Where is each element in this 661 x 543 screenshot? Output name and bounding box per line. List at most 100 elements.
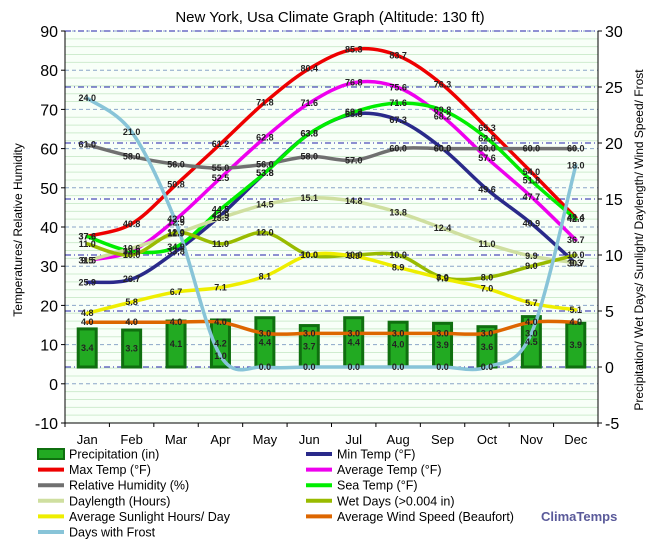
precipitation-bar: [209, 318, 231, 369]
data-label: 55.0: [212, 163, 230, 173]
data-label: 56.0: [167, 159, 185, 169]
y-left-tick-label: 80: [40, 63, 58, 80]
data-label: 33.8: [123, 246, 141, 256]
x-tick-label: Feb: [120, 432, 142, 447]
y-left-tick-label: 30: [40, 259, 58, 276]
y-left-tick-label: 50: [40, 181, 58, 198]
x-tick-label: Aug: [387, 432, 410, 447]
data-label: 40.8: [123, 219, 141, 229]
data-label: 42.4: [567, 213, 585, 223]
data-label: 53.8: [256, 168, 274, 178]
data-label: 85.3: [345, 44, 363, 54]
legend-label-relative-humidity: Relative Humidity (%): [69, 479, 189, 493]
data-label: 11.0: [79, 239, 96, 249]
data-label: 0.0: [303, 362, 316, 372]
y-right-tick-label: 0: [605, 360, 614, 377]
data-label: 7.9: [436, 274, 449, 284]
data-label: 60.0: [434, 144, 452, 154]
y-right-tick-label: -5: [605, 416, 619, 433]
data-label: 56.0: [256, 159, 274, 169]
x-tick-label: Jan: [77, 432, 98, 447]
data-label: 9.9: [347, 251, 360, 261]
data-label: 42.0: [567, 214, 585, 224]
data-label: 54.0: [523, 167, 541, 177]
data-label: 34.9: [167, 242, 185, 252]
y-left-tick-label: 0: [49, 377, 58, 394]
brand-logo-text: ClimaTemps: [541, 509, 617, 524]
data-label: 3.0: [436, 328, 449, 338]
data-label: 57.6: [478, 153, 496, 163]
data-label: 68.2: [434, 111, 452, 121]
data-label: 3.0: [481, 328, 494, 338]
data-label: 10.0: [301, 250, 319, 260]
data-label: 60.0: [389, 144, 407, 154]
legend-label-average-wind-speed-beaufort: Average Wind Speed (Beaufort): [337, 510, 514, 524]
y-left-tick-label: 20: [40, 298, 58, 315]
data-label: 63.8: [301, 129, 319, 139]
data-label: 6.7: [170, 287, 183, 297]
precipitation-bar: [121, 328, 143, 369]
data-label: 3.0: [347, 328, 360, 338]
data-labels: 25.9 26.7 33.8 42.9 53.8 63.8 68.8 67.3 60.0 49.6…: [78, 44, 584, 372]
data-label: 68.8: [345, 109, 363, 119]
data-label: 75.6: [389, 82, 407, 92]
data-label: 30.7: [567, 258, 585, 268]
data-label: 0.0: [481, 362, 494, 372]
data-label: 4.0: [525, 317, 538, 327]
data-label: 76.3: [434, 80, 452, 90]
legend-swatch-precipitation: [37, 448, 65, 460]
data-label: 12.4: [434, 223, 452, 233]
data-label: 11.0: [478, 239, 495, 249]
data-label: 10.0: [123, 250, 141, 260]
precipitation-label: 3.6: [481, 342, 494, 352]
data-label: 8.9: [392, 262, 405, 272]
data-label: 4.0: [81, 317, 94, 327]
data-label: 14.8: [345, 196, 363, 206]
y-left-tick-label: 10: [40, 338, 58, 355]
days-with-frost-line: [85, 96, 578, 372]
data-label: 40.9: [523, 218, 541, 228]
data-label: 5.1: [570, 305, 583, 315]
y-right-tick-label: 15: [605, 192, 623, 209]
data-label: 58.0: [123, 151, 141, 161]
data-label: 18.0: [567, 160, 585, 170]
data-label: 52.5: [212, 173, 230, 183]
chart-title: New York, Usa Climate Graph (Altitude: 1…: [175, 9, 484, 26]
data-label: 9.9: [525, 251, 538, 261]
series-lines: [85, 46, 578, 372]
data-label: 76.8: [345, 78, 363, 88]
precipitation-bars: [76, 315, 587, 369]
data-label: 10.0: [345, 250, 363, 260]
axes: -10 0 10 20 30 40 50 60 70 80 90 -5 0 5 10 15 20 25 30 Jan F…: [35, 24, 623, 447]
data-label: 8.0: [436, 272, 449, 282]
y-left-tick-label: 40: [40, 220, 58, 237]
y-right-tick-label: 30: [605, 24, 623, 41]
data-label: 69.8: [434, 105, 452, 115]
precipitation-label: 3.7: [303, 341, 316, 351]
data-label: 33.8: [123, 246, 141, 256]
y-axis-right-label: Precipitation/ Wet Days/ Sunlight/ Dayle…: [632, 69, 646, 411]
precipitation-bar: [520, 315, 542, 369]
legend-label-daylength-hours: Daylength (Hours): [69, 494, 170, 508]
data-label: 71.8: [256, 97, 274, 107]
data-label: 31.5: [78, 255, 96, 265]
legend-label-days-with-frost: Days with Frost: [69, 526, 156, 540]
data-label: 60.0: [523, 144, 541, 154]
data-label: 80.4: [301, 64, 319, 74]
data-label: 44.5: [212, 204, 230, 214]
data-label: 58.0: [301, 151, 319, 161]
data-label: 65.3: [478, 123, 496, 133]
y-left-tick-label: 60: [40, 142, 58, 159]
legend-label-precipitation-in: Precipitation (in): [69, 448, 159, 462]
data-label: 13.8: [389, 207, 407, 217]
precipitation-bar: [76, 327, 98, 369]
data-label: 9.3: [570, 258, 583, 268]
legend: Precipitation (in) Min Temp (°F) Max Temp …: [37, 448, 514, 540]
data-label: 0.0: [259, 362, 272, 372]
data-label: 11.9: [168, 229, 185, 239]
legend-label-max-temp-f: Max Temp (°F): [69, 463, 151, 477]
data-label: 26.7: [123, 274, 141, 284]
data-label: 4.0: [214, 317, 227, 327]
y-left-tick-label: 70: [40, 102, 58, 119]
